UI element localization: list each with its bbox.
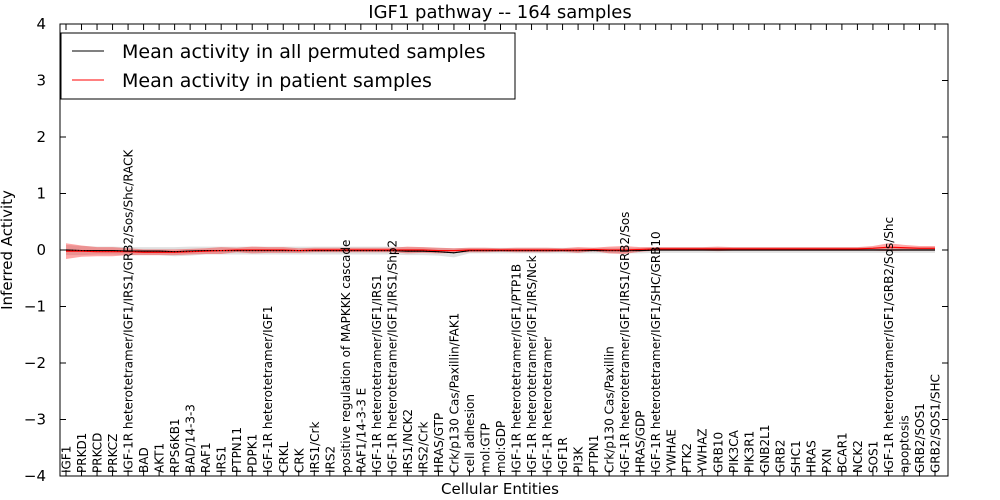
y-tick-label: 4 bbox=[36, 15, 46, 33]
x-axis-ticks: IGF1 PRKD1 PRKCD PRKCZ IGF-1R heterotetramer… bbox=[60, 24, 943, 476]
x-tick-label: PTPN1 bbox=[587, 435, 601, 473]
x-tick-label: IGF-1R heterotetramer/IGF1/GRB2/Sos/Shc bbox=[882, 217, 896, 473]
x-tick-label: BAD bbox=[137, 447, 151, 473]
legend-patient-label: Mean activity in patient samples bbox=[122, 70, 432, 92]
x-tick-label: PDPK1 bbox=[246, 434, 260, 473]
x-tick-label: IRS1/Crk bbox=[308, 422, 322, 473]
x-tick-label: HRAS/GDP bbox=[634, 410, 648, 473]
x-tick-label: PTK2 bbox=[680, 443, 694, 473]
y-tick-label: 3 bbox=[36, 72, 46, 90]
x-tick-label: IGF-1R heterotetramer/IGF1/IRS1/Shp2 bbox=[385, 240, 399, 473]
x-tick-label: IGF-1R heterotetramer/IGF1/IRS1/GRB2/Sos… bbox=[122, 148, 136, 473]
x-tick-label: Crk/p130 Cas/Paxillin/FAK1 bbox=[447, 313, 461, 473]
x-tick-label: IRS2 bbox=[323, 446, 337, 473]
x-tick-label: IRS2/Crk bbox=[416, 422, 430, 473]
x-tick-label: cell adhesion bbox=[463, 394, 477, 473]
x-tick-label: positive regulation of MAPKKK cascade bbox=[339, 240, 353, 473]
x-tick-label: GRB2 bbox=[773, 439, 787, 473]
x-tick-label: IGF1R bbox=[556, 437, 570, 473]
y-tick-label: −2 bbox=[24, 354, 46, 372]
x-tick-label: IGF-1R heterotetramer/IGF1/IRS/Nck bbox=[525, 255, 539, 473]
x-tick-label: RAF1 bbox=[199, 442, 213, 473]
x-axis-label: Cellular Entities bbox=[441, 480, 559, 498]
x-tick-label: Crk/p130 Cas/Paxillin bbox=[603, 346, 617, 473]
x-tick-label: PIK3CA bbox=[727, 429, 741, 473]
x-tick-label: PI3K bbox=[572, 446, 586, 473]
x-tick-label: PXN bbox=[820, 449, 834, 473]
x-tick-label: PRKCD bbox=[91, 433, 105, 473]
x-tick-label: IGF-1R heterotetramer bbox=[541, 337, 555, 473]
x-tick-label: BAD/14-3-3 bbox=[184, 404, 198, 473]
x-tick-label: GRB10 bbox=[711, 432, 725, 473]
chart-title: IGF1 pathway -- 164 samples bbox=[368, 2, 631, 23]
legend-box bbox=[60, 32, 516, 100]
x-tick-label: YWHAZ bbox=[696, 428, 710, 474]
x-tick-label: RAF1/14-3-3 E bbox=[354, 388, 368, 473]
y-axis-ticks: −4 −3 −2 −1 0 1 2 3 4 bbox=[24, 15, 948, 485]
x-tick-label: PRKCZ bbox=[106, 434, 120, 473]
x-tick-label: IGF-1R heterotetramer/IGF1 bbox=[261, 306, 275, 473]
x-tick-label: HRAS bbox=[804, 440, 818, 473]
legend-permuted-label: Mean activity in all permuted samples bbox=[122, 41, 485, 63]
x-tick-label: SOS1 bbox=[866, 441, 880, 473]
x-tick-label: BCAR1 bbox=[835, 432, 849, 473]
x-tick-label: AKT1 bbox=[153, 443, 167, 473]
x-tick-label: IGF1 bbox=[60, 446, 74, 473]
x-tick-label: SHC1 bbox=[789, 440, 803, 473]
x-tick-label: GRB2/SOS1 bbox=[913, 403, 927, 473]
x-tick-label: CRKL bbox=[277, 441, 291, 473]
x-tick-label: PRKD1 bbox=[75, 433, 89, 473]
x-tick-label: PIK3R1 bbox=[742, 431, 756, 473]
line-series-0-dotted bbox=[65, 249, 935, 254]
x-tick-label: HRAS/GTP bbox=[432, 413, 446, 473]
y-axis-label: Inferred Activity bbox=[0, 190, 16, 310]
y-tick-label: 2 bbox=[36, 128, 46, 146]
x-tick-label: apoptosis bbox=[897, 415, 911, 473]
x-tick-label: YWHAE bbox=[665, 429, 679, 474]
y-tick-label: −3 bbox=[24, 411, 46, 429]
x-tick-label: IGF-1R heterotetramer/IGF1/PTP1B bbox=[510, 264, 524, 473]
x-tick-label: CRK bbox=[292, 447, 306, 473]
x-tick-label: GRB2/SOS1/SHC bbox=[929, 374, 943, 473]
legend: Mean activity in all permuted samples Me… bbox=[60, 32, 516, 100]
x-tick-label: RPS6KB1 bbox=[168, 418, 182, 473]
y-tick-label: −4 bbox=[24, 467, 46, 485]
series-lines bbox=[65, 246, 935, 254]
y-tick-label: 1 bbox=[36, 185, 46, 203]
x-tick-label: IRS1/NCK2 bbox=[401, 409, 415, 473]
x-tick-label: IGF-1R heterotetramer/IGF1/SHC/GRB10 bbox=[649, 231, 663, 473]
x-tick-label: PTPN11 bbox=[230, 427, 244, 473]
x-tick-label: IGF-1R heterotetramer/IGF1/IRS1/GRB2/Sos bbox=[618, 212, 632, 473]
y-tick-label: −1 bbox=[24, 298, 46, 316]
x-tick-label: mol:GDP bbox=[494, 421, 508, 473]
x-tick-label: GNB2L1 bbox=[758, 425, 772, 473]
x-tick-label: IRS1 bbox=[215, 446, 229, 473]
x-tick-label: IGF-1R heterotetramer/IGF1/IRS1 bbox=[370, 274, 384, 473]
y-tick-label: 0 bbox=[36, 241, 46, 259]
x-tick-label: NCK2 bbox=[851, 440, 865, 473]
x-tick-label: mol:GTP bbox=[478, 423, 492, 473]
